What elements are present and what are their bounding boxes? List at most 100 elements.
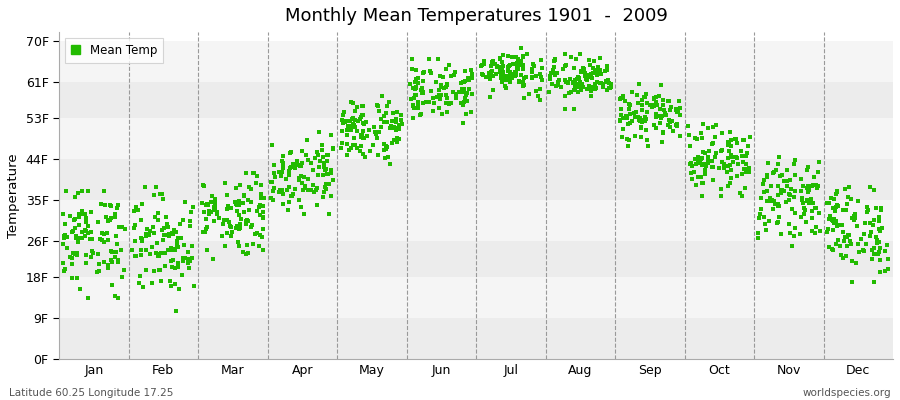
- Point: [640, 137, 654, 144]
- Point: [414, 111, 428, 118]
- Point: [527, 62, 542, 69]
- Point: [812, 158, 826, 165]
- Point: [751, 230, 765, 236]
- Point: [758, 221, 772, 227]
- Point: [698, 150, 712, 156]
- Point: [723, 162, 737, 168]
- Point: [148, 249, 163, 256]
- Point: [653, 105, 668, 112]
- Point: [795, 195, 809, 201]
- Point: [767, 169, 781, 176]
- Point: [454, 80, 469, 86]
- Point: [516, 79, 530, 85]
- Point: [669, 106, 683, 113]
- Point: [694, 130, 708, 136]
- Point: [339, 152, 354, 158]
- Point: [125, 247, 140, 253]
- Point: [440, 100, 454, 106]
- Point: [722, 140, 736, 146]
- Point: [306, 166, 320, 173]
- Point: [366, 142, 381, 148]
- Point: [79, 215, 94, 222]
- Point: [384, 125, 399, 132]
- Point: [688, 156, 703, 162]
- Point: [164, 245, 178, 252]
- Point: [360, 133, 374, 140]
- Point: [582, 84, 597, 90]
- Point: [760, 172, 774, 178]
- Point: [101, 236, 115, 243]
- Point: [623, 102, 637, 108]
- Point: [346, 120, 360, 127]
- Point: [198, 202, 212, 208]
- Point: [840, 243, 854, 250]
- Point: [310, 184, 325, 191]
- Point: [230, 202, 244, 208]
- Point: [68, 225, 82, 231]
- Point: [195, 200, 210, 206]
- Point: [496, 52, 510, 58]
- Point: [768, 201, 782, 207]
- Legend: Mean Temp: Mean Temp: [65, 38, 163, 63]
- Point: [111, 294, 125, 301]
- Point: [476, 72, 491, 78]
- Point: [559, 78, 573, 85]
- Point: [416, 100, 430, 107]
- Point: [175, 272, 189, 278]
- Point: [283, 165, 297, 171]
- Point: [871, 251, 886, 257]
- Point: [788, 210, 802, 216]
- Point: [658, 110, 672, 116]
- Point: [788, 156, 802, 163]
- Point: [246, 170, 260, 176]
- Point: [442, 100, 456, 107]
- Point: [169, 242, 184, 248]
- Point: [406, 85, 420, 91]
- Point: [110, 204, 124, 211]
- Point: [513, 60, 527, 66]
- Point: [253, 212, 267, 219]
- Point: [619, 113, 634, 119]
- Point: [868, 187, 882, 193]
- Point: [722, 138, 736, 145]
- Point: [206, 256, 220, 262]
- Point: [516, 83, 530, 89]
- Point: [616, 92, 630, 99]
- Point: [616, 126, 630, 132]
- Point: [772, 214, 787, 220]
- Point: [643, 102, 657, 108]
- Point: [165, 230, 179, 236]
- Point: [140, 267, 154, 274]
- Point: [724, 167, 738, 173]
- Point: [808, 224, 823, 230]
- Point: [528, 73, 543, 80]
- Point: [456, 99, 471, 105]
- Point: [103, 217, 117, 223]
- Point: [460, 98, 474, 104]
- Point: [240, 250, 255, 257]
- Point: [646, 102, 661, 108]
- Point: [799, 167, 814, 173]
- Point: [200, 223, 214, 230]
- Point: [208, 200, 222, 207]
- Point: [614, 105, 628, 112]
- Point: [828, 208, 842, 215]
- Point: [695, 135, 709, 141]
- Point: [93, 236, 107, 242]
- Point: [78, 252, 93, 258]
- Point: [81, 188, 95, 194]
- Point: [580, 72, 595, 78]
- Point: [403, 81, 418, 87]
- Point: [735, 170, 750, 177]
- Point: [599, 79, 614, 86]
- Point: [197, 209, 211, 215]
- Point: [362, 126, 376, 133]
- Point: [411, 104, 426, 111]
- Point: [664, 118, 679, 124]
- Point: [383, 124, 398, 131]
- Point: [184, 258, 198, 264]
- Point: [295, 187, 310, 193]
- Point: [320, 170, 334, 177]
- Point: [586, 85, 600, 91]
- Point: [600, 86, 615, 93]
